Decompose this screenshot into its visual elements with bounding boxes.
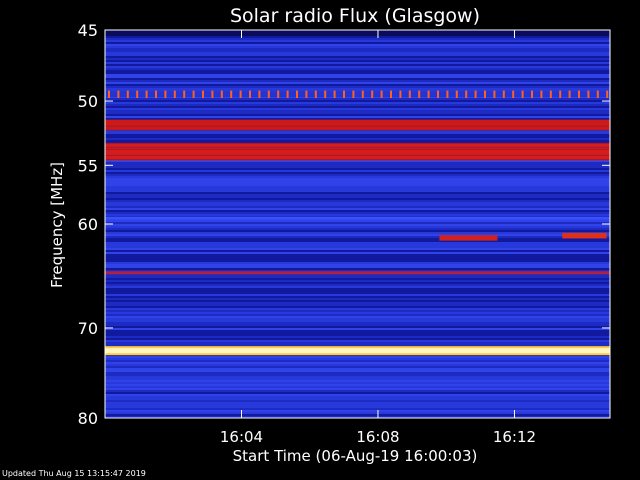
x-tick-label: 16:08 <box>356 428 399 446</box>
y-tick-label: 45 <box>78 21 98 40</box>
plot-area <box>104 29 611 419</box>
y-tick-label: 70 <box>78 319 98 338</box>
spectrogram-texture <box>105 30 610 418</box>
radio-burst <box>439 235 498 241</box>
y-tick-label: 80 <box>78 409 98 428</box>
y-axis-label: Frequency [MHz] <box>48 162 66 288</box>
x-tick-label: 16:12 <box>493 428 536 446</box>
interference-line <box>105 346 610 356</box>
y-tick-label: 60 <box>78 215 98 234</box>
radio-burst <box>562 232 607 239</box>
y-tick-label: 55 <box>78 156 98 175</box>
emission-band <box>105 119 610 131</box>
y-axis-ticks: 45 50 55 60 70 80 <box>78 21 610 428</box>
interference-line <box>105 216 610 220</box>
interference-line <box>105 271 610 275</box>
updated-timestamp: Updated Thu Aug 15 13:15:47 2019 <box>2 469 146 478</box>
top-edge-band <box>105 30 610 36</box>
x-axis-ticks: 16:04 16:08 16:12 <box>220 30 536 446</box>
periodic-spike-band <box>105 90 610 98</box>
emission-band <box>105 142 610 161</box>
x-axis-label: Start Time (06-Aug-19 16:00:03) <box>233 447 478 465</box>
x-tick-label: 16:04 <box>220 428 263 446</box>
y-tick-label: 50 <box>78 92 98 111</box>
chart-title: Solar radio Flux (Glasgow) <box>230 5 480 27</box>
